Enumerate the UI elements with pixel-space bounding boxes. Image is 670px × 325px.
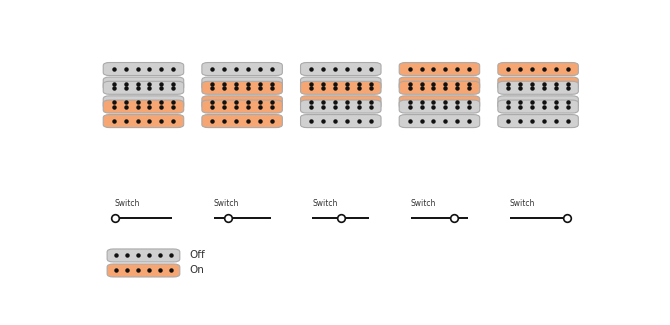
- FancyBboxPatch shape: [399, 77, 480, 90]
- FancyBboxPatch shape: [103, 100, 184, 113]
- Text: Switch: Switch: [214, 199, 239, 208]
- FancyBboxPatch shape: [103, 81, 184, 94]
- FancyBboxPatch shape: [103, 77, 184, 90]
- Text: Off: Off: [189, 251, 205, 260]
- Text: On: On: [189, 266, 204, 276]
- FancyBboxPatch shape: [399, 81, 480, 94]
- FancyBboxPatch shape: [103, 115, 184, 128]
- FancyBboxPatch shape: [301, 81, 381, 94]
- FancyBboxPatch shape: [202, 77, 282, 90]
- FancyBboxPatch shape: [498, 77, 578, 90]
- FancyBboxPatch shape: [301, 100, 381, 113]
- FancyBboxPatch shape: [399, 96, 480, 109]
- Text: Switch: Switch: [411, 199, 436, 208]
- Text: Switch: Switch: [509, 199, 535, 208]
- FancyBboxPatch shape: [103, 96, 184, 109]
- FancyBboxPatch shape: [107, 249, 180, 262]
- FancyBboxPatch shape: [498, 115, 578, 128]
- FancyBboxPatch shape: [498, 81, 578, 94]
- Text: Switch: Switch: [115, 199, 140, 208]
- FancyBboxPatch shape: [399, 100, 480, 113]
- FancyBboxPatch shape: [399, 115, 480, 128]
- FancyBboxPatch shape: [301, 115, 381, 128]
- FancyBboxPatch shape: [202, 115, 282, 128]
- FancyBboxPatch shape: [202, 62, 282, 75]
- FancyBboxPatch shape: [498, 100, 578, 113]
- FancyBboxPatch shape: [399, 62, 480, 75]
- FancyBboxPatch shape: [202, 81, 282, 94]
- FancyBboxPatch shape: [107, 264, 180, 277]
- FancyBboxPatch shape: [301, 77, 381, 90]
- FancyBboxPatch shape: [202, 96, 282, 109]
- Text: Switch: Switch: [312, 199, 338, 208]
- FancyBboxPatch shape: [498, 96, 578, 109]
- FancyBboxPatch shape: [301, 62, 381, 75]
- FancyBboxPatch shape: [301, 96, 381, 109]
- FancyBboxPatch shape: [202, 100, 282, 113]
- FancyBboxPatch shape: [103, 62, 184, 75]
- FancyBboxPatch shape: [498, 62, 578, 75]
